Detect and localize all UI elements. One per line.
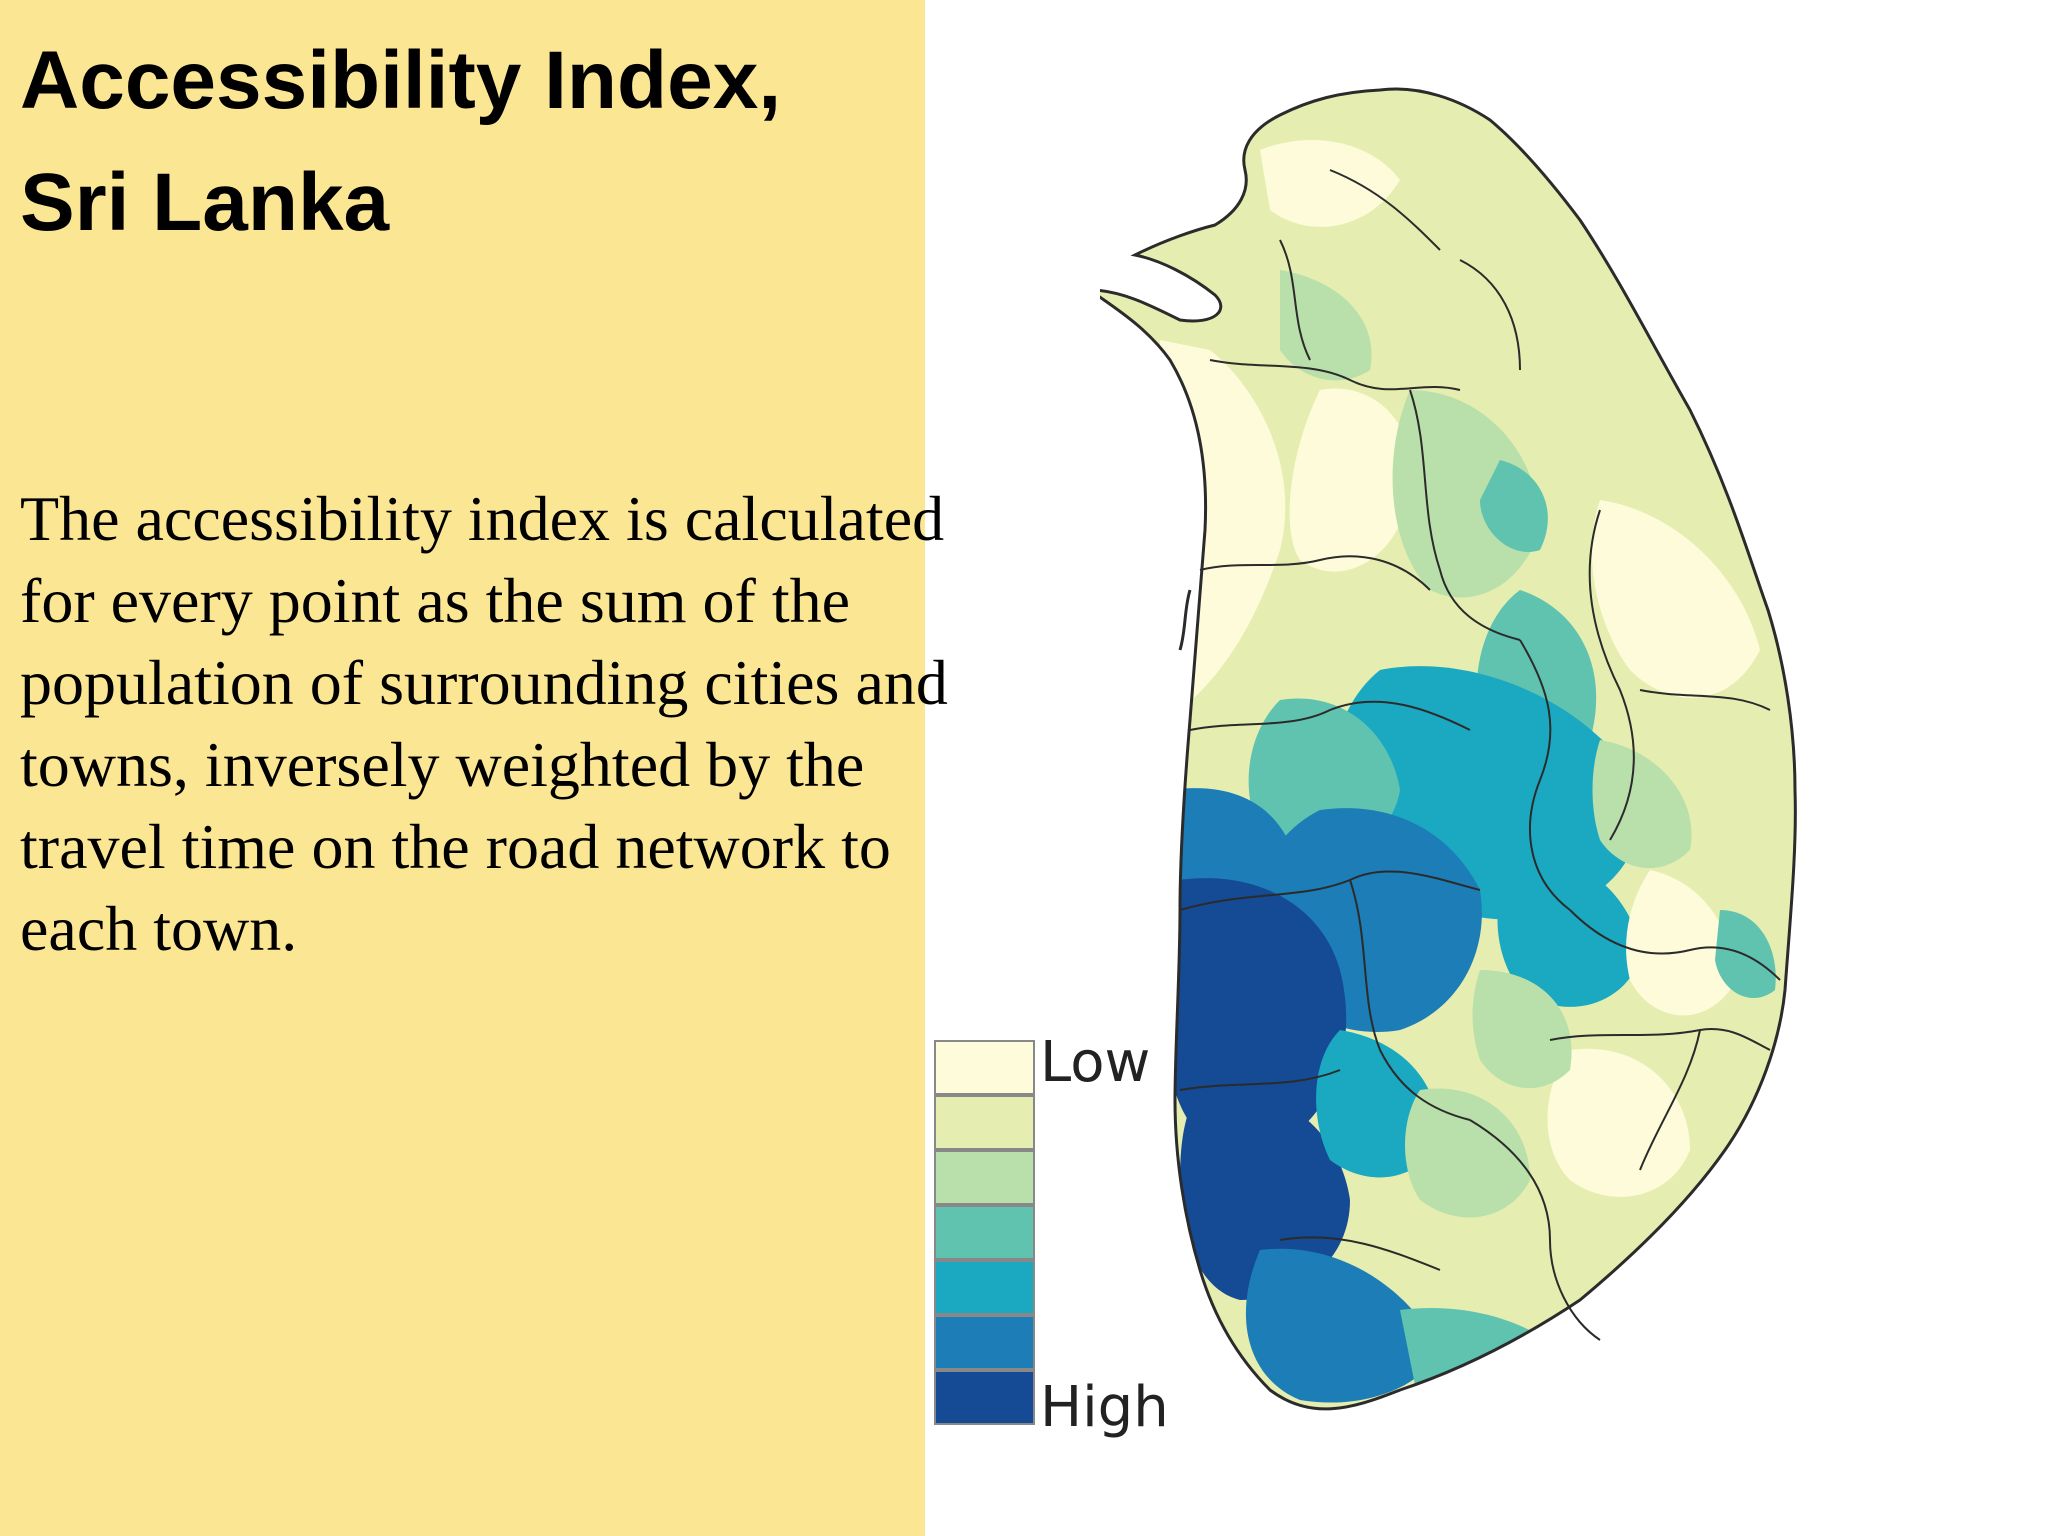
description-line: for every point as the sum of the [20,565,850,636]
island-outline [1100,87,1797,1411]
legend-swatch [934,1370,1035,1425]
left-text-panel [0,0,925,1536]
description-text: The accessibility index is calculated fo… [20,478,1020,970]
coastal-islet [1178,589,1192,651]
title-line-2: Sri Lanka [20,157,390,248]
legend-swatch [934,1095,1035,1150]
legend-high-label: High [1040,1375,1169,1440]
description-line: The accessibility index is calculated [20,483,945,554]
description-line: towns, inversely weighted by the [20,729,865,800]
description-line: population of surrounding cities and [20,647,948,718]
legend-swatch [934,1040,1035,1095]
sri-lanka-accessibility-map [1100,40,2048,1536]
legend-swatch [934,1260,1035,1315]
legend-swatch [934,1205,1035,1260]
description-line: each town. [20,893,298,964]
slide-title: Accessibility Index, Sri Lanka [20,20,781,264]
map-legend: Low High [932,1030,1192,1460]
map-svg [1100,87,1797,1411]
district-boundaries [1179,169,1781,1341]
title-line-1: Accessibility Index, [20,35,782,126]
legend-low-label: Low [1040,1030,1151,1095]
district-fills [1100,89,1796,1409]
description-line: travel time on the road network to [20,811,891,882]
legend-swatch [934,1150,1035,1205]
legend-swatch [934,1315,1035,1370]
